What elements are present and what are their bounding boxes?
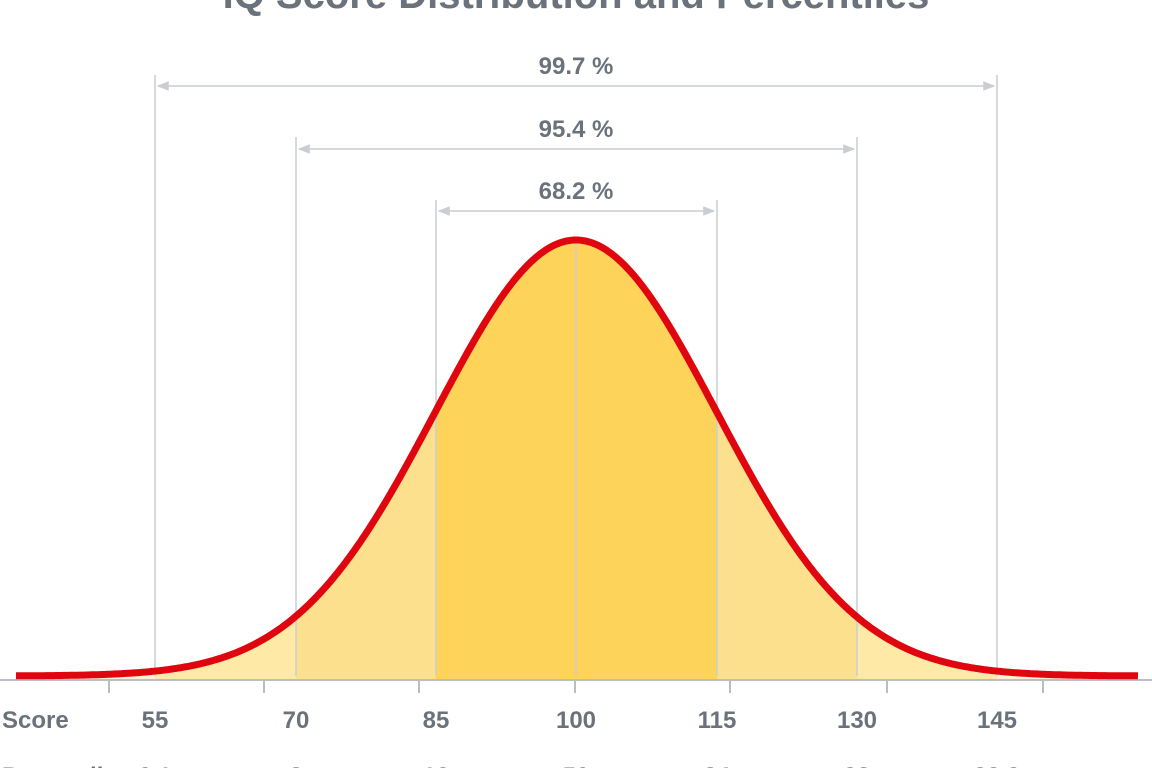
score: 100 [556, 707, 596, 734]
percentile-label: Percentile [2, 763, 117, 768]
guides [108, 75, 1044, 693]
percentile: 84 [704, 763, 731, 768]
score: 85 [423, 707, 450, 734]
percentile: 99.9 [974, 763, 1021, 768]
score: 55 [142, 707, 169, 734]
percentile: 50 [563, 763, 590, 768]
score: 130 [837, 707, 877, 734]
score: 145 [977, 707, 1017, 734]
percentile: 16 [423, 763, 450, 768]
title: IQ Score Distribution and Percentiles [223, 0, 930, 17]
bracket-label: 95.4 % [539, 116, 614, 143]
percentile: 0.1 [138, 763, 171, 768]
bell-curve [14, 236, 1140, 680]
labels: 99.7 % 95.4 % 68.2 % Score 55 70 85 100 115 130 14… [2, 53, 1020, 768]
percentile: 2 [289, 763, 302, 768]
score: 115 [698, 707, 737, 734]
score: 70 [283, 707, 310, 734]
score-label: Score [2, 707, 69, 734]
bracket-label: 99.7 % [539, 53, 614, 80]
percentile: 98 [844, 763, 871, 768]
bracket-label: 68.2 % [539, 178, 614, 205]
